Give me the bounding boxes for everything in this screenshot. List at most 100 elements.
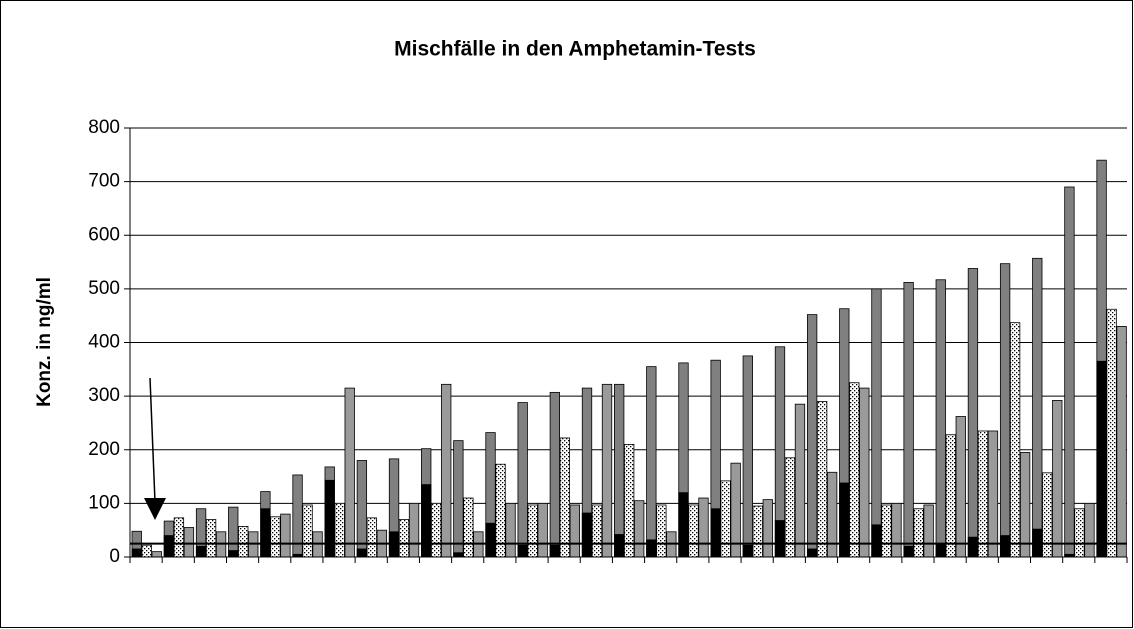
bar xyxy=(344,387,355,558)
y-tick-label: 200 xyxy=(88,439,120,460)
bar xyxy=(131,548,142,558)
bar xyxy=(859,387,870,558)
bar xyxy=(1019,452,1031,558)
bar xyxy=(408,502,420,558)
bar xyxy=(839,482,850,558)
bar xyxy=(581,512,593,558)
bar xyxy=(1032,257,1043,558)
bar xyxy=(720,480,731,558)
y-tick-label: 0 xyxy=(109,546,120,567)
bar xyxy=(935,279,946,558)
y-tick-label: 400 xyxy=(88,332,120,353)
bar xyxy=(569,504,580,558)
bar xyxy=(1106,308,1117,558)
y-tick-label: 500 xyxy=(88,278,120,299)
bar xyxy=(999,535,1011,558)
bar xyxy=(935,543,946,558)
bar xyxy=(967,536,979,558)
arrowhead xyxy=(144,498,166,520)
bar xyxy=(1084,502,1095,558)
bar xyxy=(183,527,195,558)
bar xyxy=(292,474,303,558)
bar xyxy=(656,504,667,558)
bar xyxy=(903,282,914,558)
bar xyxy=(334,502,345,558)
bar xyxy=(794,403,806,558)
y-tick-label: 100 xyxy=(88,492,120,513)
bar xyxy=(977,430,989,558)
bar xyxy=(762,499,773,558)
bar xyxy=(678,492,689,558)
bar xyxy=(871,524,882,558)
bar xyxy=(228,550,239,558)
bar xyxy=(646,366,657,558)
bar xyxy=(398,519,410,558)
y-tick-label: 600 xyxy=(88,224,120,245)
bar xyxy=(238,526,249,558)
bar xyxy=(517,544,528,558)
bar xyxy=(698,497,709,558)
bar xyxy=(1009,322,1021,558)
bar xyxy=(710,508,721,558)
bar xyxy=(881,504,892,558)
bar xyxy=(549,544,560,558)
bar xyxy=(163,535,175,558)
bar xyxy=(517,402,528,558)
bar xyxy=(816,401,828,558)
bar xyxy=(537,502,548,558)
bar xyxy=(324,479,335,558)
bar xyxy=(1052,400,1063,558)
y-axis-label: Konz. in ng/ml xyxy=(34,277,55,407)
bar xyxy=(1116,326,1127,558)
bar xyxy=(806,548,818,558)
bar xyxy=(913,508,924,558)
bar xyxy=(280,513,291,558)
bar xyxy=(601,383,613,558)
y-tick-label: 800 xyxy=(88,117,120,138)
bar xyxy=(151,551,162,558)
bar xyxy=(634,500,645,558)
bar xyxy=(453,440,464,558)
bar xyxy=(945,434,956,558)
bar xyxy=(742,355,753,558)
bar xyxy=(559,437,570,558)
bar xyxy=(505,502,516,558)
bar xyxy=(463,497,474,558)
bar xyxy=(173,517,185,558)
bar xyxy=(624,443,635,558)
bar xyxy=(784,457,796,558)
bar xyxy=(302,504,313,558)
bar xyxy=(421,484,432,558)
bar xyxy=(923,504,934,558)
arrow xyxy=(149,377,156,503)
bar xyxy=(591,504,603,558)
bar xyxy=(955,416,966,558)
bar xyxy=(141,544,152,558)
bar xyxy=(270,516,281,558)
bar xyxy=(987,430,999,558)
bar xyxy=(774,520,786,558)
bar xyxy=(891,502,902,558)
bar xyxy=(205,519,217,558)
bar xyxy=(967,268,979,558)
bar xyxy=(871,288,882,558)
y-tick-label: 700 xyxy=(88,171,120,192)
bar xyxy=(195,545,207,558)
bar xyxy=(527,504,538,558)
bar xyxy=(356,548,368,558)
bar xyxy=(228,506,239,558)
bar xyxy=(742,544,753,558)
bar xyxy=(453,552,464,558)
bar xyxy=(485,522,496,558)
bar xyxy=(366,517,378,558)
bar xyxy=(441,383,452,558)
y-tick-label: 300 xyxy=(88,385,120,406)
chart-title: Mischfälle in den Amphetamin-Tests xyxy=(394,38,756,61)
bar xyxy=(356,460,368,558)
bar xyxy=(903,545,914,558)
bar xyxy=(999,263,1011,558)
bar xyxy=(688,504,699,558)
bar xyxy=(431,502,442,558)
bar xyxy=(1074,508,1085,558)
